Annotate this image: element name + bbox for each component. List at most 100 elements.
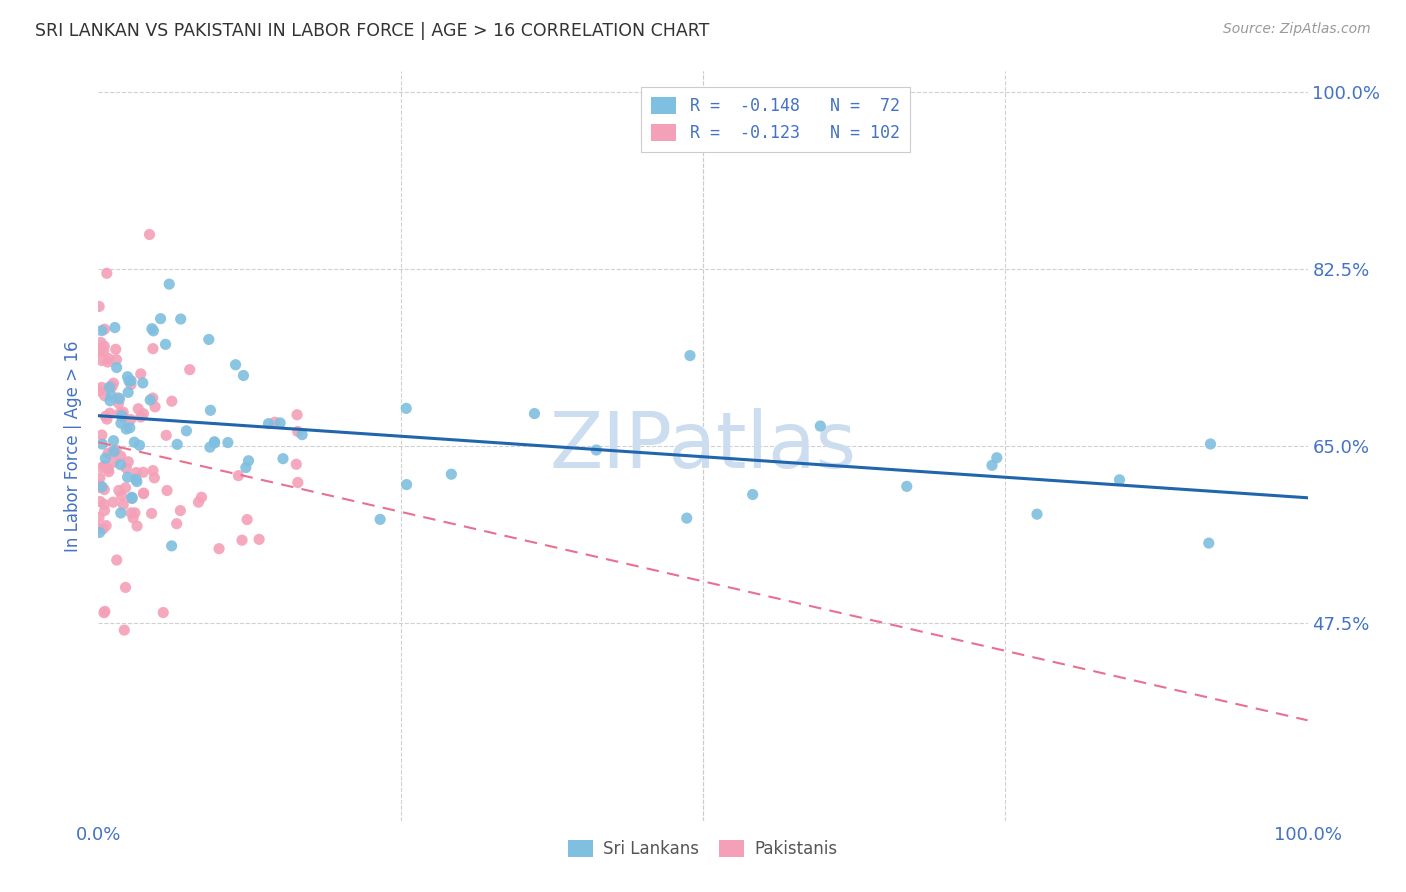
Point <box>93 344 115 359</box>
Point <box>121 491 143 505</box>
Point <box>107 396 129 410</box>
Point <box>235 460 257 475</box>
Point <box>108 406 131 420</box>
Point <box>125 475 148 489</box>
Point <box>89 478 111 492</box>
Point <box>179 362 201 376</box>
Point <box>142 464 165 478</box>
Point <box>808 419 831 434</box>
Text: ZIPatlas: ZIPatlas <box>550 408 856 484</box>
Point <box>114 481 136 495</box>
Point <box>90 335 112 350</box>
Point <box>97 462 120 476</box>
Point <box>198 333 221 347</box>
Point <box>93 497 115 511</box>
Point <box>98 393 121 408</box>
Point <box>112 498 135 512</box>
Point <box>1198 536 1220 550</box>
Point <box>97 355 120 369</box>
Point <box>741 487 763 501</box>
Point <box>139 392 162 407</box>
Point <box>132 407 155 421</box>
Point <box>141 507 163 521</box>
Point <box>263 415 285 429</box>
Point <box>141 321 163 335</box>
Point <box>101 495 124 509</box>
Point <box>287 475 309 490</box>
Point <box>160 539 183 553</box>
Point <box>152 606 174 620</box>
Point <box>117 385 139 400</box>
Point <box>105 553 128 567</box>
Point <box>166 516 188 531</box>
Point <box>190 490 212 504</box>
Point <box>125 472 148 486</box>
Point <box>155 337 177 351</box>
Point <box>93 322 115 336</box>
Point <box>156 483 179 498</box>
Point <box>238 454 260 468</box>
Point <box>122 435 145 450</box>
Point <box>90 324 112 338</box>
Point <box>257 417 280 431</box>
Point <box>90 480 112 494</box>
Point <box>100 388 122 402</box>
Point <box>91 437 114 451</box>
Point <box>204 435 226 450</box>
Point <box>585 442 607 457</box>
Point <box>87 510 110 524</box>
Point <box>110 449 132 463</box>
Point <box>98 406 121 420</box>
Point <box>271 451 294 466</box>
Point <box>124 506 146 520</box>
Point <box>103 444 125 458</box>
Point <box>97 446 120 460</box>
Point <box>115 461 138 475</box>
Point <box>105 352 128 367</box>
Point <box>90 380 112 394</box>
Point <box>103 455 125 469</box>
Point <box>127 401 149 416</box>
Point <box>132 465 155 479</box>
Point <box>228 468 250 483</box>
Point <box>287 425 309 439</box>
Point <box>187 495 209 509</box>
Point <box>91 480 114 494</box>
Point <box>91 460 114 475</box>
Point <box>200 403 222 417</box>
Point <box>96 266 118 280</box>
Point <box>121 490 143 504</box>
Point <box>110 506 132 520</box>
Point <box>104 320 127 334</box>
Point <box>101 444 124 458</box>
Point <box>112 405 135 419</box>
Point <box>89 480 111 494</box>
Point <box>90 428 112 442</box>
Point <box>93 389 115 403</box>
Point <box>94 451 117 466</box>
Point <box>120 506 142 520</box>
Point <box>103 376 125 391</box>
Point <box>112 623 135 637</box>
Point <box>110 458 132 472</box>
Point <box>120 374 142 388</box>
Point <box>120 377 142 392</box>
Point <box>395 477 418 491</box>
Point <box>91 522 114 536</box>
Point <box>93 483 115 497</box>
Point <box>118 421 141 435</box>
Point <box>89 343 111 358</box>
Point <box>132 486 155 500</box>
Point <box>125 519 148 533</box>
Y-axis label: In Labor Force | Age > 16: In Labor Force | Age > 16 <box>65 340 83 552</box>
Point <box>225 358 247 372</box>
Point <box>129 367 152 381</box>
Legend: Sri Lankans, Pakistanis: Sri Lankans, Pakistanis <box>562 833 844 864</box>
Point <box>142 324 165 338</box>
Text: SRI LANKAN VS PAKISTANI IN LABOR FORCE | AGE > 16 CORRELATION CHART: SRI LANKAN VS PAKISTANI IN LABOR FORCE |… <box>35 22 710 40</box>
Point <box>89 300 111 314</box>
Point <box>170 312 193 326</box>
Point <box>97 465 120 479</box>
Point <box>217 435 239 450</box>
Point <box>89 343 111 358</box>
